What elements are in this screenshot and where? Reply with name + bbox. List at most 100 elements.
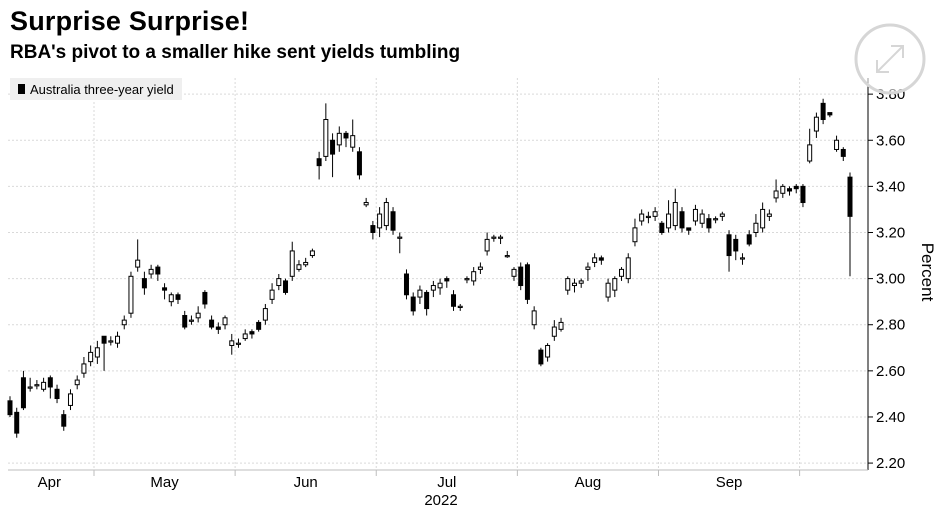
legend: Australia three-year yield	[10, 78, 182, 100]
candle	[807, 128, 813, 164]
candle	[256, 320, 262, 332]
candle	[484, 232, 490, 256]
candle	[605, 278, 611, 302]
candle-body-down	[726, 234, 732, 257]
candle	[632, 218, 638, 247]
candle-body-up	[666, 213, 672, 229]
candle	[511, 267, 517, 281]
candle-body-up	[834, 139, 840, 150]
candle-body-down	[330, 139, 336, 155]
candle	[316, 151, 322, 180]
candle	[195, 306, 201, 323]
candle-body-up	[545, 344, 551, 358]
candle	[20, 370, 26, 411]
candle-body-up	[565, 278, 571, 291]
candle-body-up	[457, 305, 463, 308]
candle-body-up	[135, 259, 141, 268]
candle-body-up	[612, 278, 618, 291]
candle-body-up	[81, 363, 87, 374]
candle	[847, 172, 853, 277]
candle	[571, 278, 577, 293]
candle-body-down	[20, 377, 26, 409]
candle	[175, 292, 181, 304]
candle	[746, 230, 752, 247]
candle	[397, 232, 403, 254]
candle-body-up	[430, 285, 436, 291]
candle-body-up	[739, 257, 745, 260]
candle	[524, 262, 530, 304]
candle-body-up	[437, 282, 443, 289]
candle-body-down	[215, 326, 221, 330]
candle	[262, 303, 268, 325]
candle	[558, 317, 564, 332]
y-tick-label: 2.80	[876, 317, 905, 334]
candle	[383, 197, 389, 231]
candle-body-up	[383, 202, 389, 227]
candle-body-down	[800, 185, 806, 204]
candle-body-down	[598, 257, 604, 261]
expand-icon[interactable]	[853, 22, 927, 96]
candle	[672, 188, 678, 231]
candle-body-up	[813, 116, 819, 132]
candle-body-up	[188, 319, 194, 322]
x-tick-label: Sep	[716, 474, 743, 491]
candle-body-down	[793, 185, 799, 190]
candle	[793, 184, 799, 194]
candle-body-down	[706, 218, 712, 229]
candle-body-up	[619, 268, 625, 277]
candle	[813, 112, 819, 138]
candle-body-down	[14, 411, 20, 434]
candle	[115, 331, 121, 348]
candle	[209, 315, 215, 330]
candle-body-down	[356, 151, 362, 176]
candle	[820, 98, 826, 125]
candle	[585, 262, 591, 281]
candle-body-down	[7, 400, 13, 416]
y-tick-label: 2.60	[876, 363, 905, 380]
candle-body-up	[41, 381, 47, 390]
candle	[356, 147, 362, 180]
candle-body-up	[699, 213, 705, 224]
y-axis-label: Percent	[918, 243, 937, 302]
candle	[451, 290, 457, 311]
candle	[444, 276, 450, 288]
candle-body-up	[289, 250, 295, 277]
candle-body-up	[760, 208, 766, 229]
candle	[713, 216, 719, 224]
candle	[457, 303, 463, 311]
candle-body-up	[592, 257, 598, 263]
candle	[430, 280, 436, 298]
candle	[477, 262, 483, 274]
candle	[551, 320, 557, 341]
candle	[141, 271, 147, 295]
candle	[652, 207, 658, 221]
candle	[565, 276, 571, 295]
candle	[739, 253, 745, 265]
candle	[27, 377, 33, 392]
candle-body-up	[766, 213, 772, 217]
x-tick-label: Apr	[38, 474, 61, 491]
candle	[706, 214, 712, 233]
candle	[330, 133, 336, 178]
candle-body-down	[390, 211, 396, 231]
candle-body-up	[121, 319, 127, 326]
candle-body-up	[27, 386, 33, 389]
candle	[538, 347, 544, 367]
candle	[780, 184, 786, 198]
candle-body-up	[148, 268, 154, 275]
candle-body-down	[847, 176, 853, 217]
legend-label: Australia three-year yield	[30, 81, 174, 97]
candle	[834, 135, 840, 152]
candle-body-up	[269, 289, 275, 300]
candle-body-down	[343, 132, 349, 139]
x-tick-label: Aug	[575, 474, 602, 491]
candle-body-up	[377, 213, 383, 229]
candle	[679, 207, 685, 233]
candle-body-up	[773, 190, 779, 199]
candle	[222, 315, 228, 330]
candle-body-up	[363, 202, 369, 206]
candle	[67, 389, 73, 411]
candle	[733, 234, 739, 261]
legend-swatch	[18, 84, 25, 94]
candle	[323, 103, 329, 162]
